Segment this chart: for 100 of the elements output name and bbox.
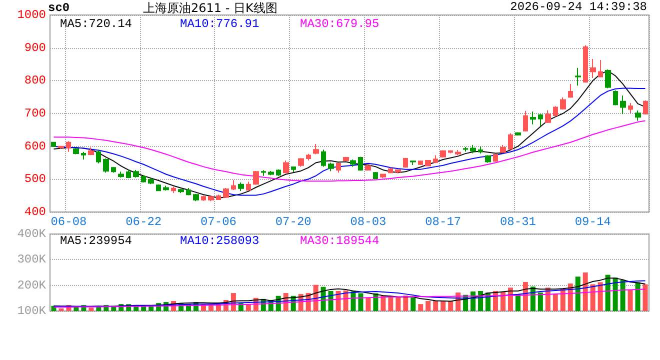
candlestick (613, 90, 618, 106)
candlestick (306, 153, 311, 161)
candlestick (395, 168, 401, 174)
candlestick (463, 146, 468, 152)
candlestick (455, 149, 461, 156)
y-tick-label: 500 (24, 172, 46, 186)
line-series (53, 88, 646, 196)
candlestick (111, 166, 116, 174)
candlestick (171, 186, 176, 194)
candlestick (208, 196, 214, 202)
x-tick-label: 09-14 (574, 215, 611, 229)
candlestick (291, 166, 296, 172)
text: MA5:720.14 (60, 17, 132, 31)
candlestick (568, 83, 573, 98)
line-series (53, 120, 646, 182)
candlestick (66, 140, 71, 152)
candlestick (440, 150, 446, 158)
candlestick (620, 94, 626, 115)
candlestick (261, 170, 266, 176)
candlestick (156, 184, 161, 192)
candlestick (358, 156, 363, 172)
candlestick (605, 69, 611, 89)
candlestick (583, 44, 588, 84)
candlestick (163, 185, 169, 192)
candlestick (575, 67, 581, 86)
candlestick (433, 154, 438, 164)
candlestick (470, 144, 476, 154)
candlestick (186, 188, 191, 196)
candlestick (118, 171, 124, 178)
candlestick (628, 102, 633, 114)
candlestick (81, 151, 86, 160)
text: MA10:258093 (180, 234, 260, 248)
x-tick-label: 06-22 (126, 215, 162, 229)
text: MA10:776.91 (180, 17, 260, 31)
x-tick-label: 08-17 (425, 215, 462, 229)
candlestick (365, 164, 371, 172)
candlestick (58, 146, 64, 150)
candlestick (538, 114, 543, 126)
chart-title: 上海原油2611 - 日K线图 (143, 1, 278, 15)
x-tick-label: 06-08 (50, 215, 87, 229)
candlestick (478, 146, 483, 154)
x-tick-label: 07-06 (200, 215, 236, 229)
candlestick (133, 169, 139, 178)
candlestick (418, 160, 423, 166)
candlestick (635, 110, 641, 122)
y-tick-label: 400K (17, 227, 47, 241)
candlestick (560, 96, 566, 110)
candlestick (643, 100, 648, 115)
candlestick (336, 162, 341, 174)
candlestick (545, 110, 551, 124)
candlestick (223, 188, 229, 198)
candlestick (380, 173, 386, 179)
y-tick-label: 200K (17, 278, 47, 292)
candlestick (410, 160, 416, 166)
candlestick (343, 156, 349, 162)
candlestick (268, 170, 274, 176)
candlestick (246, 181, 251, 192)
candlestick (373, 171, 378, 180)
candlestick (523, 110, 528, 132)
candlestick (500, 144, 506, 154)
candlestick (553, 106, 558, 117)
candlestick (238, 182, 244, 192)
y-tick-label: 100K (17, 304, 47, 318)
candlestick (328, 162, 334, 172)
candlestick (313, 144, 319, 155)
candlestick (88, 146, 94, 156)
candlestick (403, 157, 408, 168)
y-tick-label: 1000 (17, 8, 46, 22)
candlestick (493, 153, 498, 162)
text: 2026-09-24 14:39:38 (510, 0, 648, 14)
candlestick (598, 59, 603, 78)
y-tick-label: 800 (24, 74, 46, 88)
candlestick (51, 142, 56, 148)
candlestick (388, 167, 393, 174)
y-tick-label: 700 (24, 106, 46, 120)
candlestick (253, 170, 259, 186)
candlestick (508, 132, 513, 150)
candlestick (103, 158, 109, 174)
candlestick (193, 193, 199, 202)
candlestick (515, 132, 521, 136)
candlestick (283, 160, 289, 174)
chart-subtitle: sc0 (48, 1, 70, 15)
y-tick-label: 300K (17, 252, 47, 267)
candlestick (590, 58, 596, 79)
x-tick-label: 08-03 (350, 215, 386, 229)
line-series (53, 288, 646, 308)
candlestick (350, 158, 356, 168)
y-tick-label: 400 (24, 205, 46, 219)
text: MA5:239954 (60, 234, 132, 248)
candlestick (216, 194, 221, 200)
candlestick (298, 158, 304, 168)
candlestick (73, 147, 79, 155)
candlestick (178, 188, 184, 194)
y-tick-label: 900 (24, 40, 46, 55)
line-series (53, 70, 646, 198)
candlestick (448, 150, 453, 154)
text: MA30:679.95 (300, 17, 380, 31)
candlestick (201, 195, 206, 202)
candlestick (96, 149, 101, 164)
candlestick (321, 149, 326, 168)
